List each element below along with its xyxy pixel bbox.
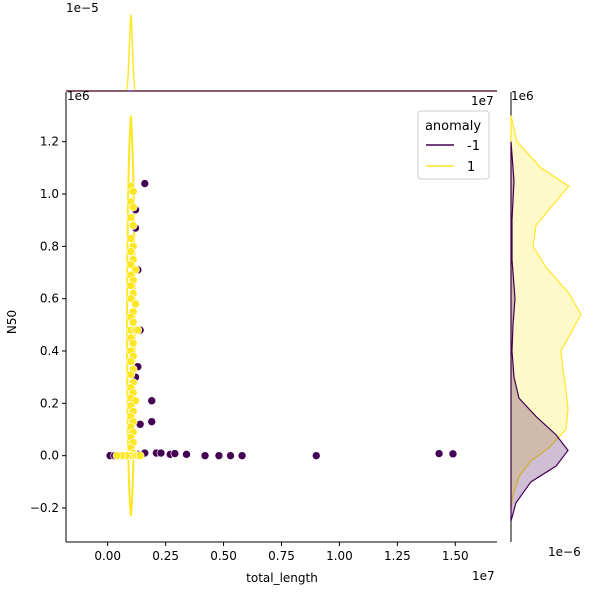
top-marginal-offset-text: 1e−5 — [66, 1, 99, 15]
x-tick-label: 0.50 — [210, 549, 237, 563]
top-marginal-plot — [66, 14, 497, 92]
data-point — [126, 213, 136, 222]
right-marginal-density-normal — [510, 115, 582, 509]
data-point — [128, 187, 138, 196]
y-tick-label: −0.2 — [30, 501, 59, 515]
data-point — [126, 234, 136, 243]
data-point — [126, 281, 136, 290]
right-marginal-offset-text: 1e6 — [511, 89, 534, 103]
y-tick-label: 1.0 — [40, 187, 59, 201]
data-point — [311, 451, 321, 460]
data-point — [128, 221, 138, 230]
data-point — [448, 449, 458, 459]
data-point — [131, 299, 140, 309]
data-point — [135, 451, 145, 460]
data-point — [200, 451, 210, 460]
data-point — [147, 396, 157, 406]
y-tick-label: 1.2 — [40, 135, 59, 149]
y-offset-text: 1e6 — [67, 89, 90, 103]
main-scatter-plot: 0.00 0.25 0.50 0.75 1.00 1.25 1.50 −0.2 0.0 0.2 0.… — [30, 92, 497, 563]
right-marginal-plot — [510, 92, 582, 542]
x-tick-label: 0.25 — [152, 549, 179, 563]
x-tick-label: 0.00 — [94, 549, 121, 563]
data-point — [156, 448, 166, 458]
y-tick-label: 0.8 — [40, 239, 59, 253]
x-tick-label: 1.50 — [442, 549, 469, 563]
data-point — [128, 338, 138, 348]
x-tick-label: 1.00 — [326, 549, 353, 563]
data-point — [126, 247, 136, 256]
series-normal — [112, 181, 145, 460]
x-tick-label: 1.25 — [384, 549, 411, 563]
data-point — [434, 449, 444, 458]
data-point — [128, 317, 138, 327]
data-point — [147, 417, 157, 426]
legend-label-normal: 1 — [467, 160, 475, 175]
x-axis-label: total_length — [246, 571, 318, 585]
data-point — [126, 370, 136, 379]
data-point — [182, 450, 191, 459]
right-marginal-bottom-offset-text: 1e−6 — [548, 545, 581, 559]
data-point — [126, 357, 136, 366]
y-tick-label: 0.6 — [40, 292, 59, 306]
data-point — [133, 325, 143, 335]
y-tick-label: 0.0 — [40, 449, 59, 463]
x-offset-text: 1e7 — [472, 569, 495, 583]
data-point — [226, 451, 235, 460]
series-anomalous — [105, 179, 458, 460]
y-tick-label: 0.4 — [40, 344, 59, 358]
y-tick-label: 0.2 — [40, 396, 59, 410]
legend-title: anomaly — [425, 119, 481, 134]
y-axis-label: N50 — [5, 310, 19, 334]
data-point — [128, 202, 138, 212]
x-offset-text-top: 1e7 — [471, 94, 494, 108]
data-point — [214, 451, 224, 460]
right-marginal-density-anomalous — [510, 141, 569, 522]
x-tick-label: 0.75 — [268, 549, 295, 563]
legend: anomaly -1 1 — [417, 110, 490, 180]
data-point — [112, 451, 122, 460]
legend-label-anomalous: -1 — [467, 139, 480, 154]
top-marginal-density-normal — [66, 14, 497, 92]
data-point — [237, 451, 247, 460]
data-point — [140, 179, 150, 188]
data-point — [170, 449, 180, 458]
